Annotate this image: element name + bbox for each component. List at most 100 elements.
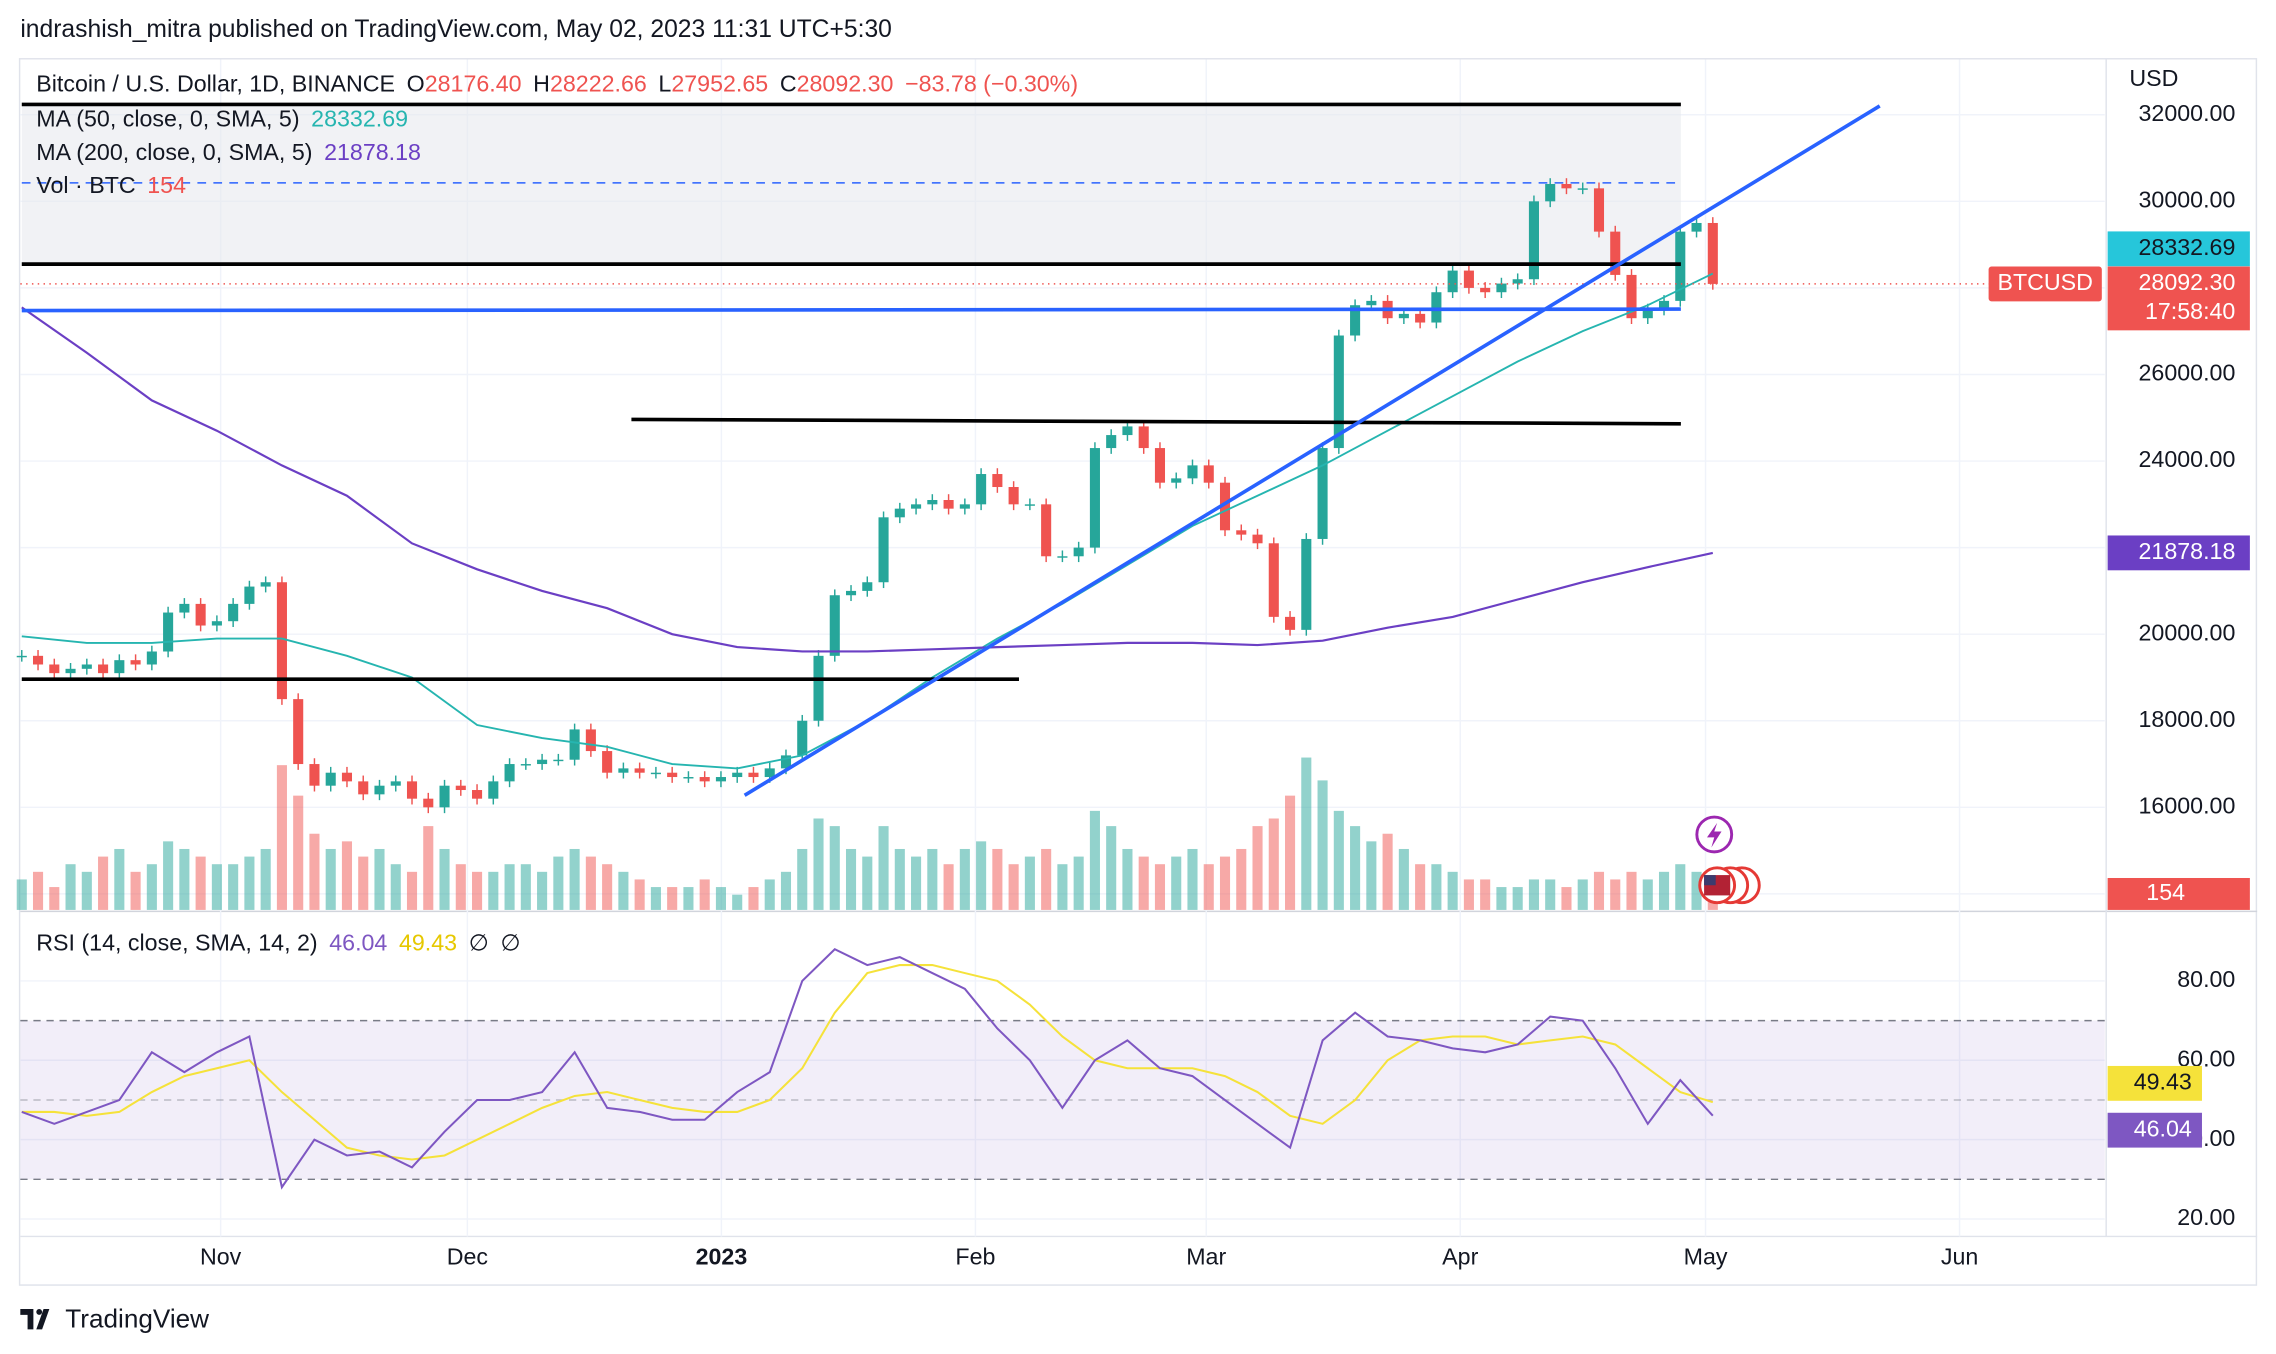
- volume-bar: [1073, 856, 1084, 910]
- volume-bar: [569, 848, 580, 910]
- x-tick-label: May: [1684, 1243, 1728, 1269]
- candle: [748, 772, 759, 778]
- volume-bar: [862, 856, 873, 910]
- volume-bar: [1366, 841, 1377, 910]
- volume-bar: [439, 848, 450, 910]
- y-tick-label: 26000.00: [2139, 360, 2236, 386]
- candle: [32, 655, 44, 665]
- candle: [1480, 287, 1491, 293]
- candle: [1187, 465, 1198, 479]
- candle: [927, 500, 938, 505]
- candle: [1658, 300, 1670, 310]
- candle: [439, 785, 450, 808]
- logo-icon: [20, 1309, 50, 1330]
- candle: [813, 655, 824, 721]
- volume-bar: [98, 856, 109, 910]
- volume-bar: [1154, 864, 1166, 910]
- volume-bar: [1528, 879, 1539, 910]
- volume-bar: [520, 864, 531, 910]
- candle: [911, 504, 922, 509]
- candle: [1008, 487, 1019, 505]
- volume-bar: [1106, 826, 1117, 910]
- volume-bar: [211, 864, 222, 910]
- volume-bar: [764, 879, 775, 910]
- candle: [325, 772, 336, 786]
- candle: [1171, 478, 1182, 483]
- y-tick-label: 20.00: [2177, 1204, 2235, 1230]
- y-tick-label: 30000.00: [2139, 186, 2236, 212]
- rsi-line: [21, 948, 1714, 1190]
- study-legend: MA (50, close, 0, SMA, 5) 28332.69: [36, 106, 408, 132]
- volume-bar: [1236, 848, 1247, 910]
- volume-bar: [244, 856, 255, 910]
- x-tick-label: Apr: [1442, 1243, 1478, 1269]
- candle: [845, 590, 857, 596]
- event-icons: [1695, 815, 1761, 905]
- candle: [1089, 448, 1100, 548]
- candle: [732, 772, 743, 778]
- logo-icon: [36, 1309, 43, 1315]
- volume-bar: [293, 795, 304, 910]
- candle: [715, 777, 726, 782]
- candle: [228, 603, 239, 622]
- symbol-badge-text: BTCUSD: [1997, 269, 2092, 295]
- candle: [829, 595, 840, 656]
- candle: [488, 781, 499, 799]
- volume-bar: [228, 864, 239, 910]
- volume-bar: [1219, 856, 1231, 910]
- candle: [244, 586, 255, 604]
- volume-bar: [1252, 826, 1263, 910]
- volume-bar: [845, 848, 857, 910]
- trend-line: [743, 104, 1881, 797]
- candle: [293, 699, 304, 765]
- volume-bar: [976, 841, 987, 910]
- volume-bar: [1171, 856, 1182, 910]
- volume-bar: [1545, 879, 1556, 910]
- candle: [114, 660, 125, 674]
- volume-bar: [1008, 864, 1019, 910]
- candle: [894, 508, 905, 518]
- candle: [1333, 335, 1344, 449]
- x-tick-label: Jun: [1941, 1243, 1978, 1269]
- candle: [65, 668, 76, 674]
- volume-bar: [1447, 871, 1458, 910]
- volume-bar: [1333, 810, 1344, 910]
- candle: [618, 768, 629, 773]
- y-tick-label: 32000.00: [2139, 100, 2236, 126]
- volume-bar: [1691, 871, 1702, 910]
- candle: [1496, 283, 1507, 293]
- volume-bar: [618, 871, 629, 910]
- candle: [537, 759, 548, 765]
- candle: [358, 781, 369, 795]
- candle: [520, 764, 531, 766]
- candle: [602, 751, 613, 773]
- volume-bar: [1350, 826, 1361, 910]
- rsi-band: [20, 1020, 2105, 1180]
- candle: [797, 720, 808, 756]
- volume-bar: [1382, 833, 1393, 910]
- volume-bar: [276, 765, 287, 910]
- volume-bar: [1285, 795, 1296, 910]
- volume-bar: [488, 871, 499, 910]
- volume-bar: [585, 856, 596, 910]
- volume-bar: [829, 826, 840, 910]
- volume-bar: [65, 864, 76, 910]
- volume-bar: [49, 887, 60, 910]
- candle: [780, 755, 792, 769]
- candle: [1268, 543, 1279, 617]
- marks: [16, 178, 2105, 1190]
- candle: [472, 790, 483, 799]
- candle: [1528, 201, 1539, 280]
- candle: [1431, 292, 1442, 323]
- legend: Bitcoin / U.S. Dollar, 1D, BINANCE O28176…: [36, 71, 1078, 956]
- volume-bar: [146, 864, 157, 910]
- volume-bar: [927, 848, 938, 910]
- candle: [1154, 448, 1166, 483]
- x-tick-label: Feb: [955, 1243, 995, 1269]
- candle: [667, 772, 678, 778]
- volume-bar: [1187, 848, 1198, 910]
- volume-bar: [1593, 871, 1605, 910]
- volume-bar: [1203, 864, 1214, 910]
- volume-bar: [390, 864, 401, 910]
- candle: [1138, 426, 1149, 449]
